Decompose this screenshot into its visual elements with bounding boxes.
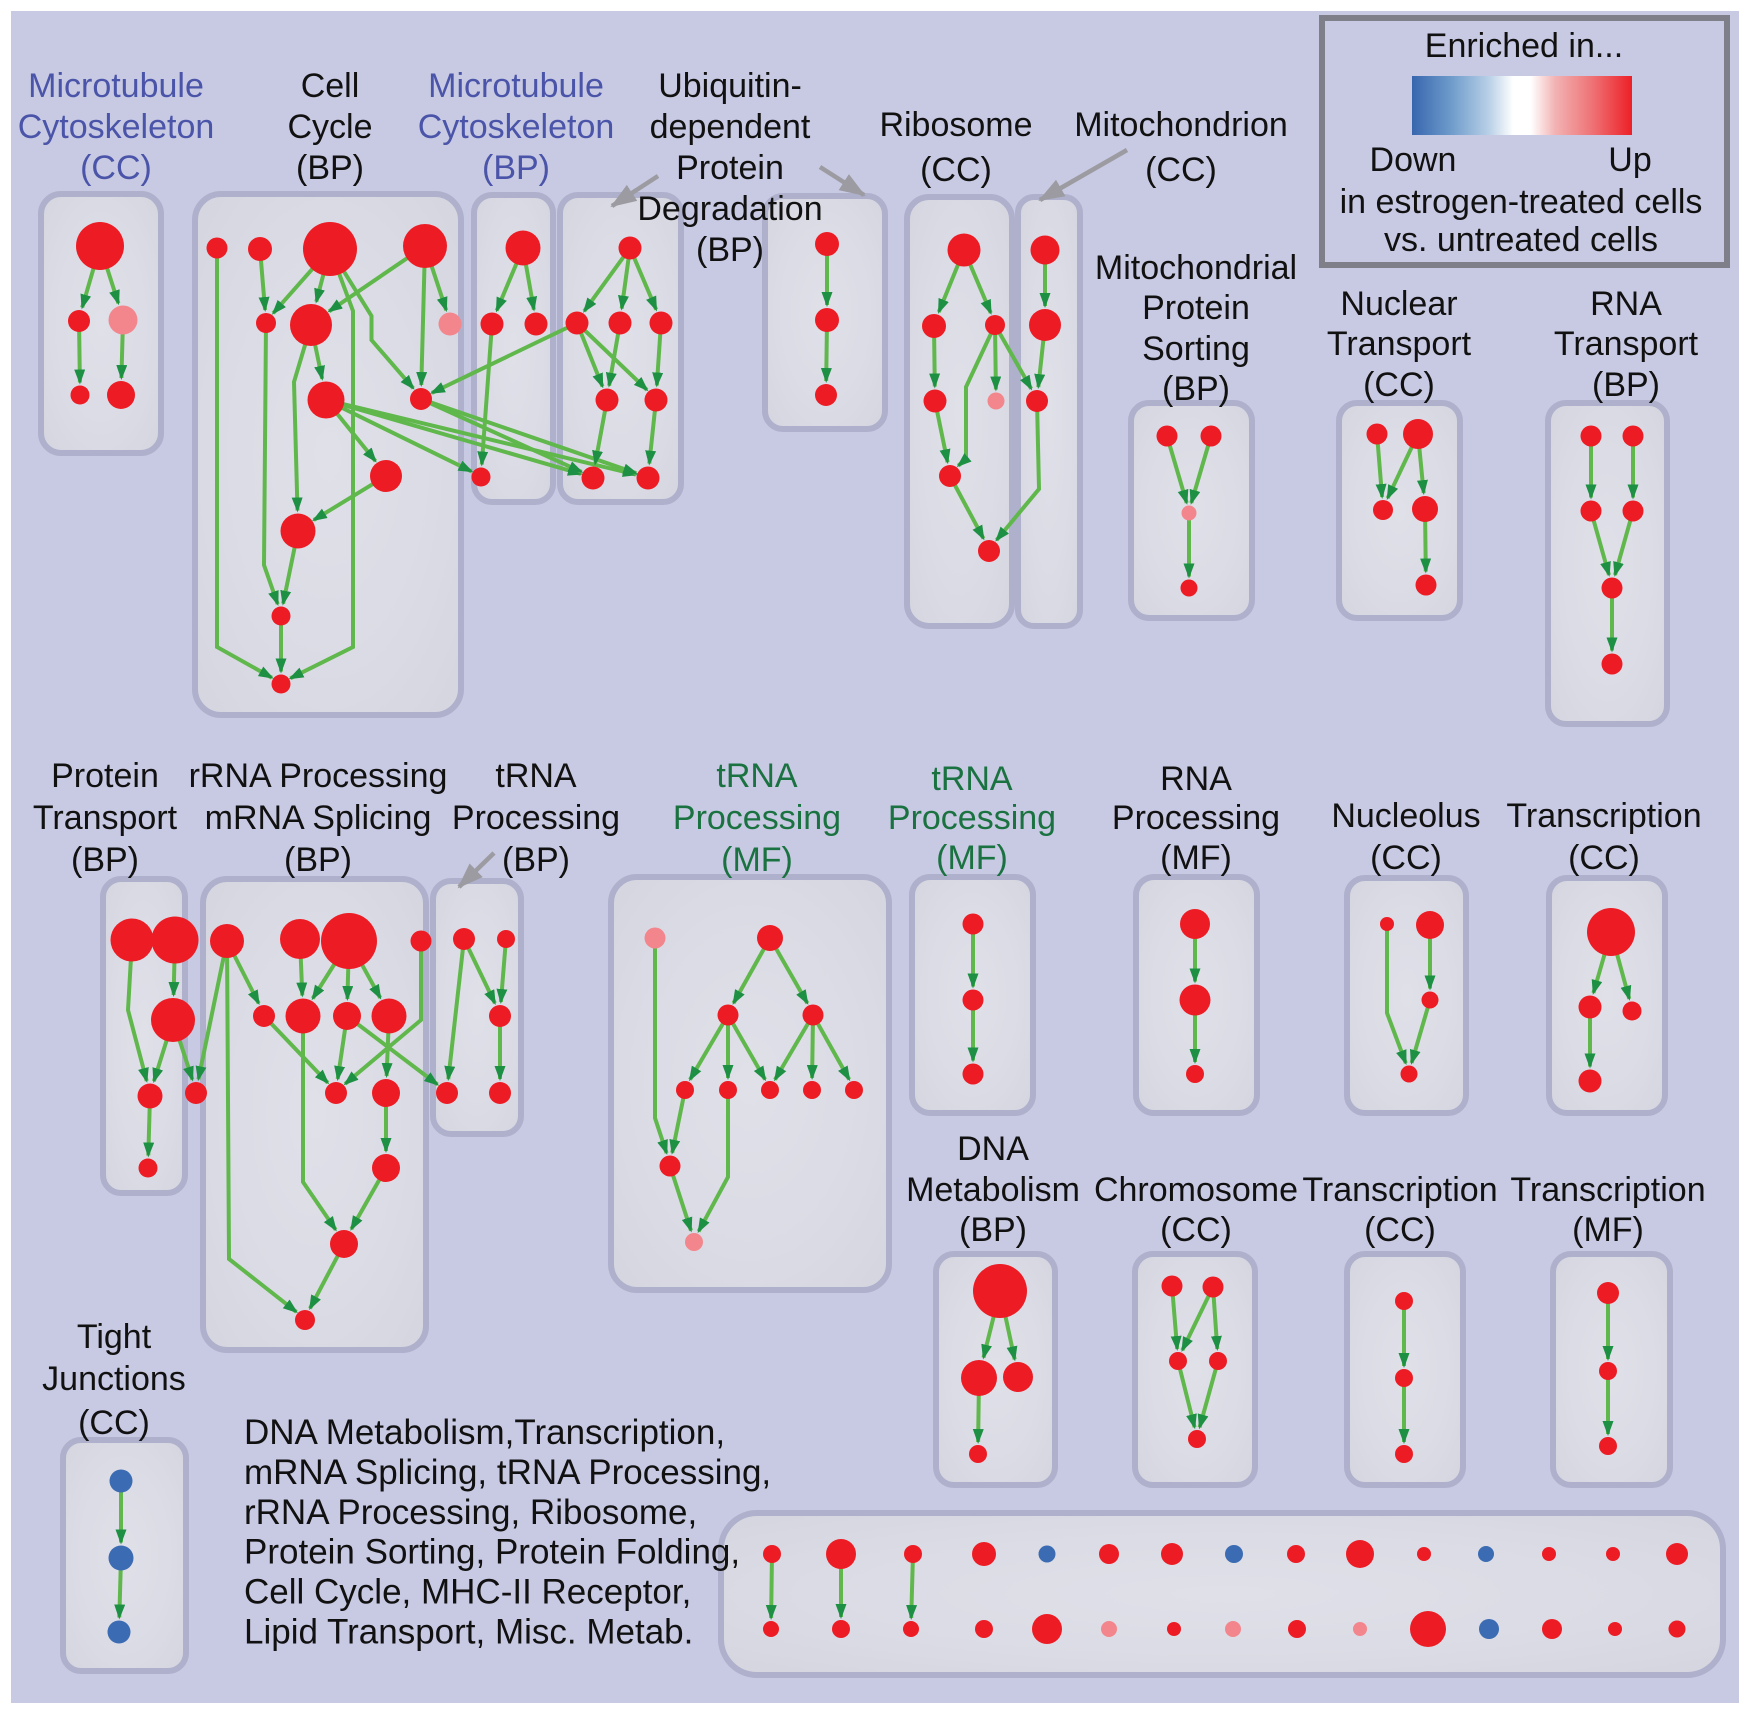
svg-text:(BP): (BP) xyxy=(71,841,139,879)
svg-text:(BP): (BP) xyxy=(1162,370,1230,408)
svg-text:Processing: Processing xyxy=(888,799,1056,837)
svg-text:(CC): (CC) xyxy=(920,151,992,189)
svg-text:Microtubule: Microtubule xyxy=(428,67,604,105)
svg-text:rRNA Processing, Ribosome,: rRNA Processing, Ribosome, xyxy=(244,1493,697,1532)
svg-text:Processing: Processing xyxy=(673,799,841,837)
svg-text:(CC): (CC) xyxy=(1364,1211,1436,1249)
svg-text:(MF): (MF) xyxy=(1160,839,1232,877)
svg-text:in estrogen-treated cells: in estrogen-treated cells xyxy=(1340,183,1703,221)
svg-text:Protein: Protein xyxy=(1142,289,1250,327)
svg-text:(MF): (MF) xyxy=(721,841,793,879)
svg-text:(CC): (CC) xyxy=(1145,151,1217,189)
svg-text:(MF): (MF) xyxy=(1572,1211,1644,1249)
svg-text:vs. untreated cells: vs. untreated cells xyxy=(1384,221,1658,259)
svg-text:Sorting: Sorting xyxy=(1142,330,1250,368)
svg-text:Mitochondrion: Mitochondrion xyxy=(1074,106,1288,144)
svg-text:(BP): (BP) xyxy=(296,149,364,187)
svg-text:Chromosome: Chromosome xyxy=(1094,1171,1298,1209)
svg-text:Processing: Processing xyxy=(452,799,620,837)
svg-text:Cytoskeleton: Cytoskeleton xyxy=(18,108,215,146)
svg-text:Protein: Protein xyxy=(676,149,784,187)
svg-text:tRNA: tRNA xyxy=(716,757,798,795)
svg-text:Metabolism: Metabolism xyxy=(906,1171,1080,1209)
svg-text:Down: Down xyxy=(1370,141,1457,179)
svg-text:Transcription: Transcription xyxy=(1302,1171,1497,1209)
svg-text:Tight: Tight xyxy=(77,1318,152,1356)
svg-text:(BP): (BP) xyxy=(1592,366,1660,404)
svg-text:tRNA: tRNA xyxy=(931,760,1013,798)
svg-text:Protein Sorting, Protein Foldi: Protein Sorting, Protein Folding, xyxy=(244,1533,740,1572)
svg-text:Lipid Transport, Misc. Metab.: Lipid Transport, Misc. Metab. xyxy=(244,1613,693,1652)
svg-text:(CC): (CC) xyxy=(1568,839,1640,877)
svg-text:Degradation: Degradation xyxy=(637,190,822,228)
svg-text:(BP): (BP) xyxy=(959,1211,1027,1249)
svg-text:DNA: DNA xyxy=(957,1130,1029,1168)
svg-text:(BP): (BP) xyxy=(482,149,550,187)
svg-text:Microtubule: Microtubule xyxy=(28,67,204,105)
svg-text:(CC): (CC) xyxy=(80,149,152,187)
svg-text:Nucleolus: Nucleolus xyxy=(1331,797,1480,835)
svg-text:DNA Metabolism,Transcription,: DNA Metabolism,Transcription, xyxy=(244,1413,725,1452)
svg-text:(CC): (CC) xyxy=(1370,839,1442,877)
svg-text:(MF): (MF) xyxy=(936,839,1008,877)
svg-text:Transport: Transport xyxy=(1327,325,1472,363)
svg-text:Cycle: Cycle xyxy=(287,108,372,146)
svg-text:dependent: dependent xyxy=(650,108,811,146)
svg-text:rRNA Processing: rRNA Processing xyxy=(189,757,448,795)
svg-text:Ubiquitin-: Ubiquitin- xyxy=(658,67,802,105)
svg-text:Transcription: Transcription xyxy=(1510,1171,1705,1209)
svg-text:Protein: Protein xyxy=(51,757,159,795)
svg-text:Enriched in...: Enriched in... xyxy=(1425,27,1623,65)
svg-text:Transport: Transport xyxy=(1554,325,1699,363)
svg-text:(BP): (BP) xyxy=(284,841,352,879)
svg-text:Junctions: Junctions xyxy=(42,1360,186,1398)
svg-text:(BP): (BP) xyxy=(696,231,764,269)
svg-text:tRNA: tRNA xyxy=(495,757,577,795)
svg-text:mRNA Splicing: mRNA Splicing xyxy=(205,799,432,837)
svg-text:Ribosome: Ribosome xyxy=(879,106,1032,144)
svg-text:Mitochondrial: Mitochondrial xyxy=(1095,249,1297,287)
svg-text:Transport: Transport xyxy=(33,799,178,837)
svg-text:(CC): (CC) xyxy=(1363,366,1435,404)
svg-text:(CC): (CC) xyxy=(1160,1211,1232,1249)
svg-text:(CC): (CC) xyxy=(78,1404,150,1442)
svg-text:RNA: RNA xyxy=(1160,760,1232,798)
svg-text:Cell Cycle, MHC-II Receptor,: Cell Cycle, MHC-II Receptor, xyxy=(244,1573,691,1612)
svg-text:RNA: RNA xyxy=(1590,285,1662,323)
svg-text:Cell: Cell xyxy=(301,67,360,105)
svg-text:Transcription: Transcription xyxy=(1506,797,1701,835)
svg-text:Nuclear: Nuclear xyxy=(1340,285,1457,323)
svg-text:mRNA Splicing, tRNA Processing: mRNA Splicing, tRNA Processing, xyxy=(244,1453,771,1492)
svg-text:(BP): (BP) xyxy=(502,841,570,879)
svg-text:Up: Up xyxy=(1608,141,1651,179)
svg-text:Processing: Processing xyxy=(1112,799,1280,837)
svg-text:Cytoskeleton: Cytoskeleton xyxy=(418,108,615,146)
